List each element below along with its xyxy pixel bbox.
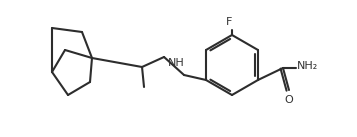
Text: NH₂: NH₂ [297, 61, 318, 71]
Text: O: O [285, 95, 293, 105]
Text: NH: NH [168, 58, 185, 68]
Text: F: F [226, 17, 232, 27]
